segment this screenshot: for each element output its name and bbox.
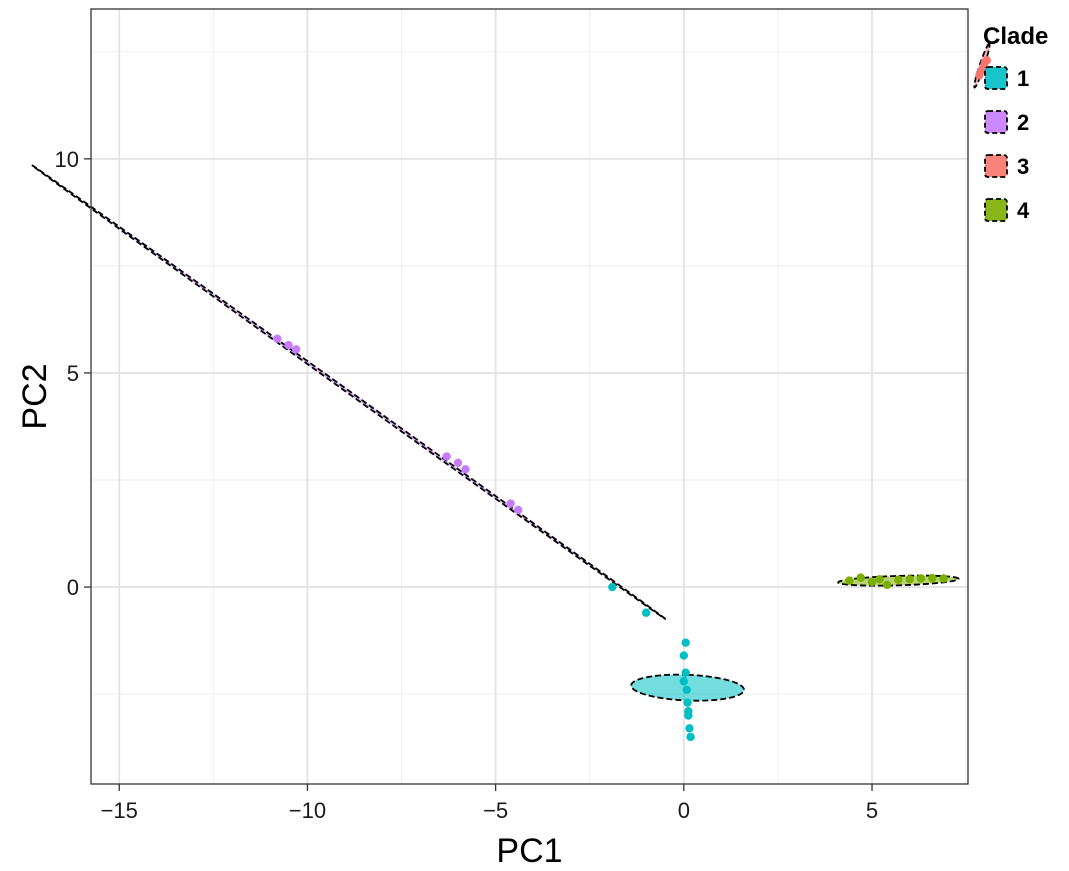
clade-4-point (882, 580, 892, 590)
clade-1-point (681, 638, 690, 647)
clade-2-point (273, 334, 282, 343)
clade-4-point (928, 573, 937, 583)
clade-2-point (506, 499, 515, 508)
clade-3-point (982, 56, 992, 65)
y-axis-title: PC2 (16, 363, 54, 429)
legend-title: Clade (983, 23, 1048, 50)
clade-4-point (905, 575, 914, 584)
clade-1-point (679, 651, 689, 660)
x-tick-label: −10 (289, 798, 326, 823)
clade-2-point (284, 340, 293, 350)
legend-label-clade-3: 3 (1017, 154, 1029, 179)
clade-1-point (685, 724, 694, 733)
plot-panel-border (90, 8, 969, 785)
legend-key-clade-3 (984, 154, 1008, 178)
clade-4-point (939, 574, 948, 583)
legend-key-clade-4 (984, 198, 1008, 222)
clade-1-point (682, 685, 692, 695)
data-points (273, 56, 992, 742)
clade-4-point (867, 577, 877, 587)
clade-2-point (461, 465, 470, 474)
legend-key-clade-2 (984, 110, 1008, 134)
y-tick-label: 0 (67, 575, 79, 600)
y-tick-label: 5 (67, 361, 79, 386)
clade-1-point (684, 707, 693, 716)
clade-2-point (453, 458, 463, 468)
axes: −15 −10 −5 0 5 0 5 10 (55, 147, 879, 823)
clade-1-point (679, 677, 689, 686)
legend-items: 1 2 3 4 (984, 66, 1030, 223)
legend-label-clade-1: 1 (1017, 66, 1029, 91)
clade-1-point (686, 732, 695, 742)
x-axis-title: PC1 (496, 832, 562, 870)
x-tick-label: −15 (101, 798, 138, 823)
clade-4-point (845, 576, 854, 585)
clade-4-ellipse-outline (837, 574, 960, 587)
legend-item-clade-2: 2 (984, 110, 1029, 135)
clade-2-points (273, 334, 523, 515)
legend-item-clade-3: 3 (984, 154, 1029, 179)
clade-3-points (975, 56, 992, 80)
x-tick-label: 5 (866, 798, 878, 823)
clade-4-point (875, 575, 884, 584)
legend: Clade 1 2 3 4 (983, 23, 1048, 223)
clade-3-ellipse-outline (973, 42, 991, 89)
clade-4-point (894, 575, 903, 584)
clade-1-point (608, 582, 617, 592)
y-tick-label: 10 (55, 147, 79, 172)
clade-4-point (916, 574, 926, 583)
clade-2-point (291, 345, 301, 354)
legend-item-clade-4: 4 (984, 198, 1030, 223)
x-tick-label: −5 (483, 798, 508, 823)
clade-1-point (683, 698, 692, 707)
clade-2-ellipse-outline (31, 164, 667, 621)
clade-1-point (681, 668, 690, 677)
clade-1-points (608, 582, 695, 742)
clade-2-point (514, 505, 523, 515)
legend-item-clade-1: 1 (984, 66, 1029, 91)
x-tick-label: 0 (678, 798, 690, 823)
legend-label-clade-2: 2 (1017, 110, 1029, 135)
legend-label-clade-4: 4 (1017, 198, 1030, 223)
clade-2-point (442, 452, 451, 461)
clade-1-point (641, 608, 651, 617)
clade-4-points (845, 573, 948, 590)
legend-key-clade-1 (984, 66, 1008, 90)
clade-4-point (856, 573, 865, 582)
